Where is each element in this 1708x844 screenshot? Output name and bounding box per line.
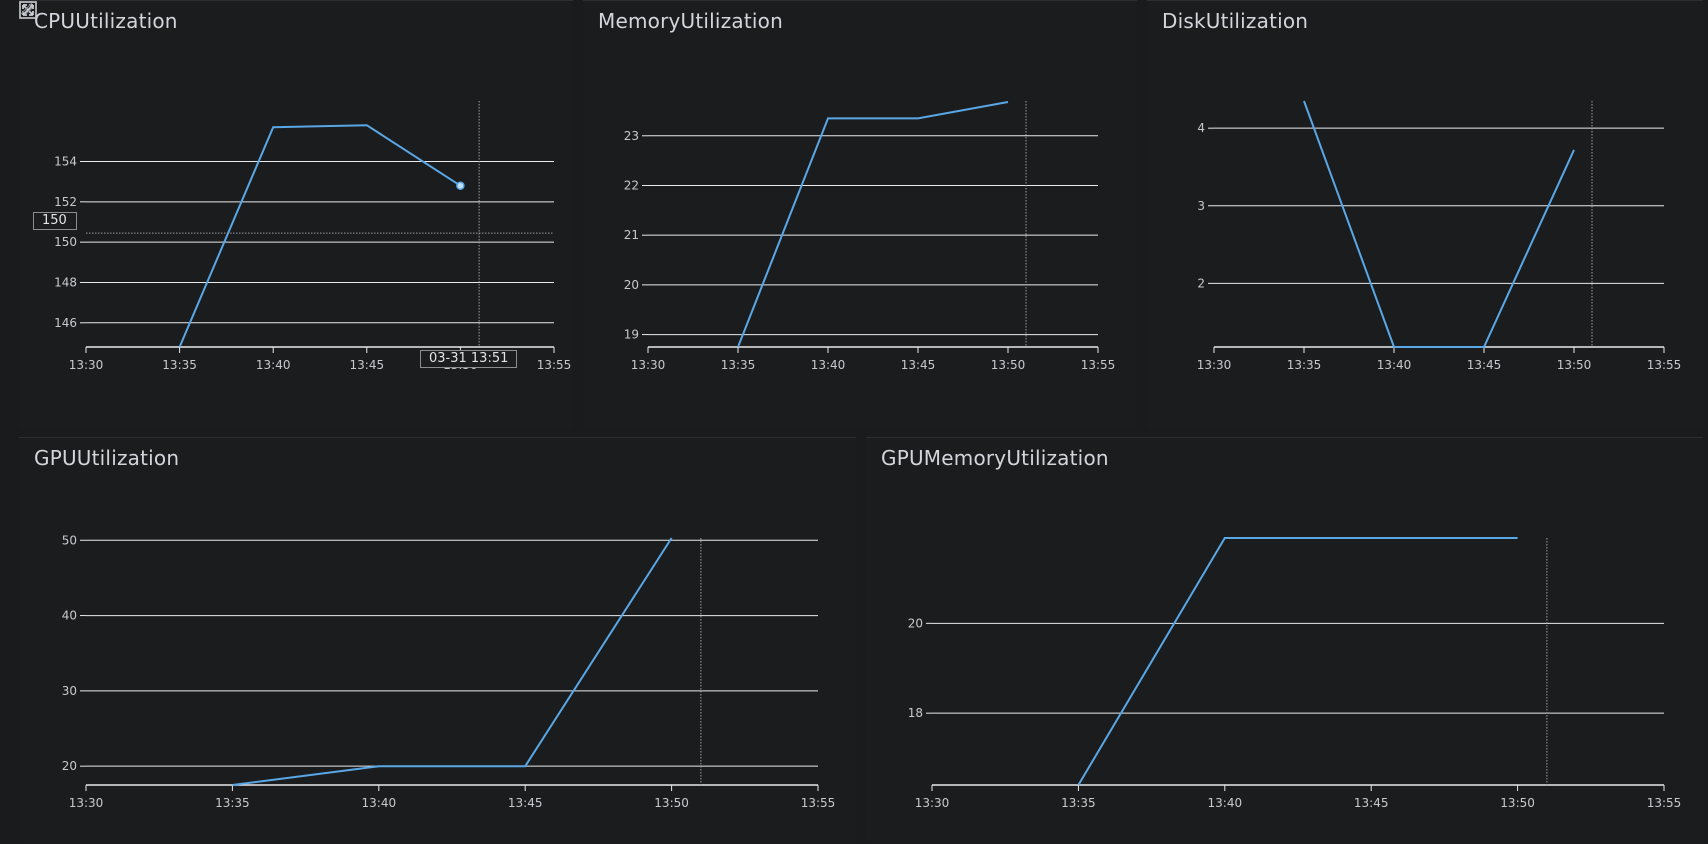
x-tick-label: 13:50 xyxy=(991,358,1026,372)
x-tick-label: 13:40 xyxy=(1377,358,1412,372)
x-tick-label: 13:35 xyxy=(1287,358,1322,372)
x-tick-label: 13:40 xyxy=(1208,796,1243,810)
y-tick-label: 4 xyxy=(1197,121,1205,135)
y-tick-label: 3 xyxy=(1197,199,1205,213)
x-tick-label: 13:40 xyxy=(362,796,397,810)
y-tick-label: 18 xyxy=(908,706,923,720)
x-tick-label: 13:55 xyxy=(801,796,836,810)
y-tick-label: 150 xyxy=(54,235,77,249)
y-tick-label: 20 xyxy=(624,278,639,292)
panel-title: MemoryUtilization xyxy=(598,9,783,33)
x-tick-label: 13:35 xyxy=(721,358,756,372)
y-tick-label: 20 xyxy=(62,759,77,773)
x-tick-label: 13:45 xyxy=(350,358,385,372)
y-tick-label: 148 xyxy=(54,275,77,289)
series-line xyxy=(737,101,1009,348)
memory-utilization-panel[interactable]: MemoryUtilization 19 20 21 22 23 13:30 13:35 13… xyxy=(583,0,1137,429)
x-tick-label: 13:30 xyxy=(631,358,666,372)
x-tick-label: 13:30 xyxy=(915,796,950,810)
x-tick-label: 13:45 xyxy=(508,796,543,810)
gpu-utilization-chart: 20 30 40 50 13:30 13:35 13:40 13:45 13:50 13:55 xyxy=(62,533,836,810)
y-tick-label: 40 xyxy=(62,609,77,623)
x-tick-label: 13:50 xyxy=(1500,796,1535,810)
y-tick-label: 152 xyxy=(54,195,77,209)
x-tick-label: 13:35 xyxy=(1061,796,1096,810)
cpu-utilization-chart: 14614815015215413:3013:3513:4013:4513:50… xyxy=(54,101,572,372)
series-line xyxy=(178,124,461,348)
gpu-utilization-panel[interactable]: GPUUtilization 20 30 40 50 13:30 13:35 13:40 13… xyxy=(19,437,856,842)
panel-title: DiskUtilization xyxy=(1162,9,1309,33)
y-tick-label: 23 xyxy=(624,129,639,143)
memory-utilization-chart: 19 20 21 22 23 13:30 13:35 13:40 13:45 13:50 13:55 xyxy=(624,101,1116,372)
hovered-data-point xyxy=(456,181,465,190)
y-tick-label: 22 xyxy=(624,178,639,192)
y-tick-label: 2 xyxy=(1197,276,1205,290)
y-tick-label: 21 xyxy=(624,228,639,242)
cpu-utilization-panel[interactable]: CPUUtilization 146 148 150 152 154 13:30 13:35… xyxy=(19,0,573,429)
y-tick-label: 146 xyxy=(54,316,77,330)
x-tick-label: 13:30 xyxy=(69,796,104,810)
disk-utilization-chart: 2 3 4 13:30 13:35 13:40 13:45 13:50 13:55 xyxy=(1197,100,1682,372)
x-tick-label: 13:30 xyxy=(69,358,104,372)
y-tick-label: 30 xyxy=(62,684,77,698)
panel-title: GPUMemoryUtilization xyxy=(881,446,1109,470)
gpu-memory-utilization-panel[interactable]: GPUMemoryUtilization 18 20 13:30 13:35 13:40… xyxy=(866,437,1703,842)
y-tick-label: 154 xyxy=(54,154,77,168)
x-tick-label: 13:40 xyxy=(256,358,291,372)
panel-title: GPUUtilization xyxy=(34,446,180,470)
x-tick-label: 13:45 xyxy=(1354,796,1389,810)
series-line xyxy=(232,537,673,786)
x-tick-label: 13:40 xyxy=(811,358,846,372)
x-tick-label: 13:45 xyxy=(901,358,936,372)
y-tick-label: 20 xyxy=(908,616,923,630)
x-tick-label: 13:55 xyxy=(1081,358,1116,372)
gpu-memory-utilization-chart: 18 20 13:30 13:35 13:40 13:45 13:50 13:55 xyxy=(908,537,1682,810)
resize-handle-icon[interactable] xyxy=(19,1,33,15)
x-tick-label: 13:55 xyxy=(1647,358,1682,372)
x-tick-label: 13:35 xyxy=(215,796,250,810)
tooltip-x-value: 03-31 13:51 xyxy=(420,350,518,368)
y-tick-label: 50 xyxy=(62,533,77,547)
tooltip-y-value: 150 xyxy=(33,212,77,230)
x-tick-label: 13:35 xyxy=(162,358,197,372)
disk-utilization-panel[interactable]: DiskUtilization 2 3 4 13:30 13:35 13:40 13:45 1… xyxy=(1147,0,1703,429)
x-tick-label: 13:30 xyxy=(1197,358,1232,372)
x-tick-label: 13:45 xyxy=(1467,358,1502,372)
x-tick-label: 13:55 xyxy=(537,358,572,372)
y-tick-label: 19 xyxy=(624,328,639,342)
series-line xyxy=(1077,537,1518,786)
x-tick-label: 13:50 xyxy=(654,796,689,810)
series-line xyxy=(1303,100,1575,348)
x-tick-label: 13:50 xyxy=(1557,358,1592,372)
panel-title: CPUUtilization xyxy=(34,9,178,33)
expand-icon[interactable] xyxy=(19,1,37,19)
x-tick-label: 13:55 xyxy=(1647,796,1682,810)
